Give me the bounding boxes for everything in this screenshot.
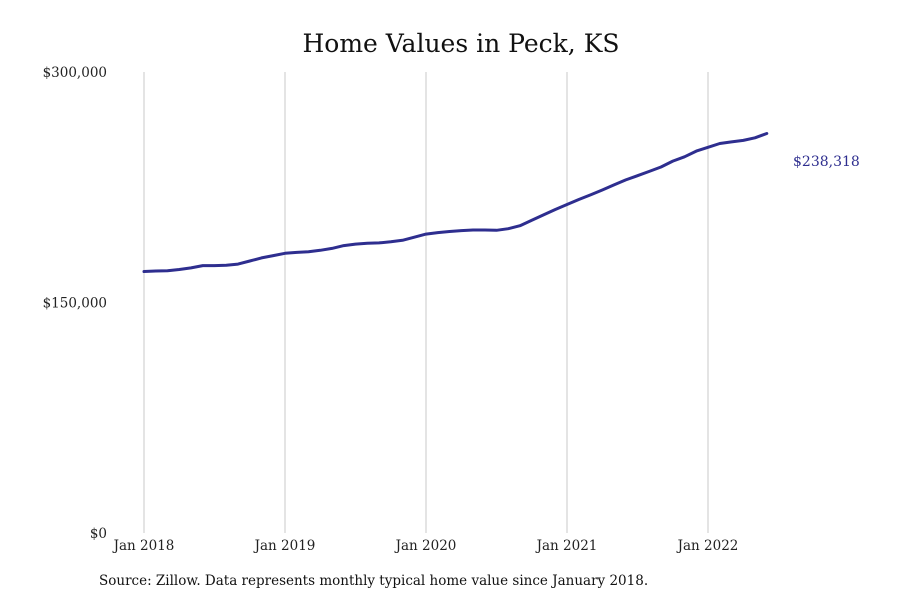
last-value-label: $238,318 bbox=[793, 154, 860, 170]
y-axis-tick-labels: $0 $150,000 $300,000 bbox=[43, 65, 107, 542]
x-tick-label: Jan 2021 bbox=[535, 538, 598, 554]
y-tick-label: $0 bbox=[90, 526, 107, 542]
series-line-0 bbox=[142, 132, 769, 273]
source-note: Source: Zillow. Data represents monthly … bbox=[99, 573, 648, 589]
x-tick-label: Jan 2019 bbox=[253, 538, 316, 554]
chart-title: Home Values in Peck, KS bbox=[302, 29, 619, 58]
x-axis-tick-labels: Jan 2018 Jan 2019 Jan 2020 Jan 2021 Jan 2022 bbox=[112, 538, 739, 554]
y-tick-label: $150,000 bbox=[43, 296, 107, 312]
x-tick-label: Jan 2020 bbox=[394, 538, 457, 554]
x-tick-label: Jan 2018 bbox=[112, 538, 175, 554]
series-group bbox=[142, 132, 769, 273]
y-tick-label: $300,000 bbox=[43, 65, 107, 81]
vertical-gridlines bbox=[143, 72, 709, 533]
x-tick-label: Jan 2022 bbox=[676, 538, 739, 554]
